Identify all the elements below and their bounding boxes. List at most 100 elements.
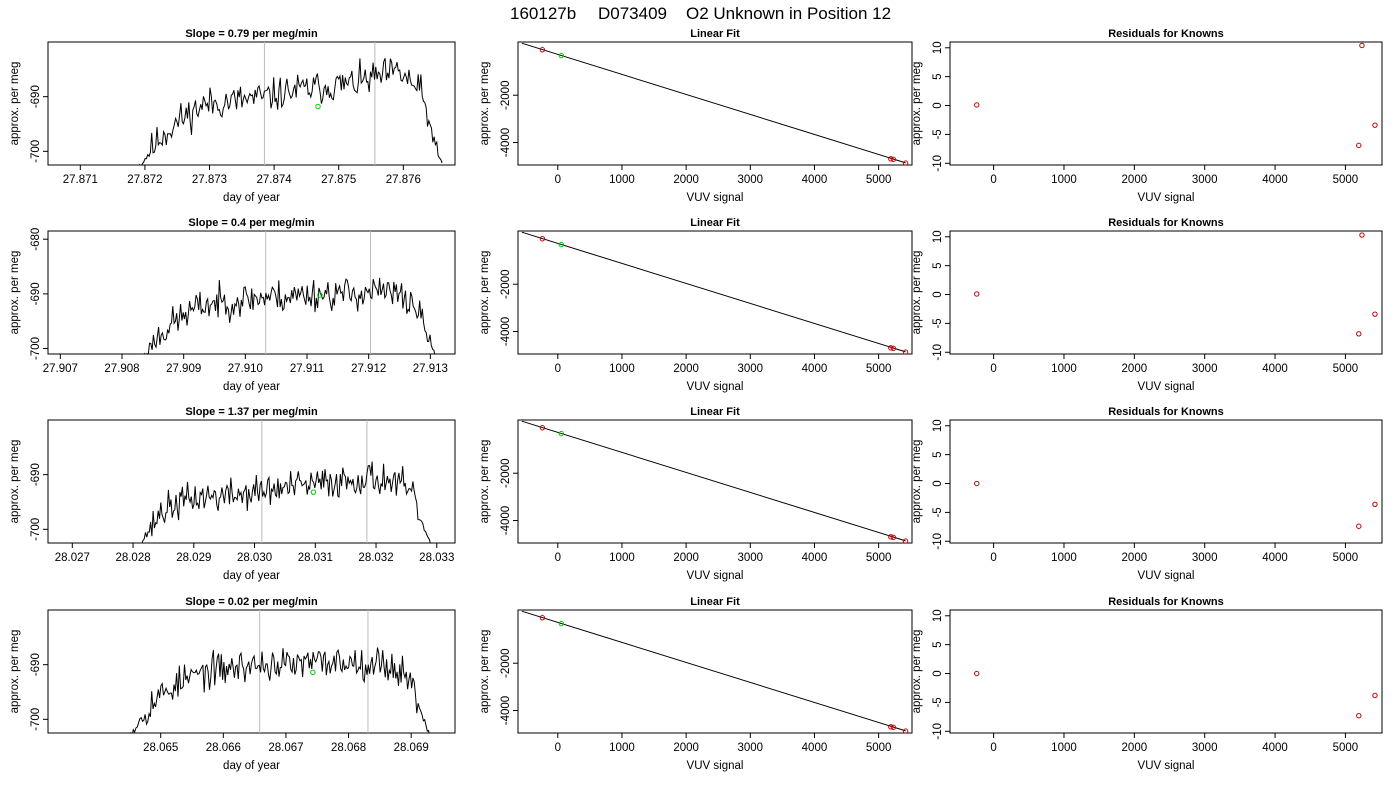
x-tick-label: 4000 xyxy=(1262,174,1288,186)
y-tick-label: 10 xyxy=(932,41,944,54)
x-tick-label: 1000 xyxy=(609,174,635,186)
plot-area xyxy=(521,610,909,733)
known-point xyxy=(974,480,980,487)
x-tick-label: 3000 xyxy=(1192,363,1218,375)
x-tick-label: 4000 xyxy=(802,174,828,186)
panel-2-1: Linear Fit 0 1000 2000 3000 4000 5000 -4000 -200… xyxy=(479,406,913,582)
panel-grid: Slope = 0.79 per meg/min 27.871 27.872 27.8… xyxy=(9,28,1383,772)
y-tick-label: -10 xyxy=(932,344,944,361)
data-trace xyxy=(141,461,431,543)
y-tick-label: -10 xyxy=(932,723,944,740)
panel-1-1: Linear Fit 0 1000 2000 3000 4000 5000 -4000 -200… xyxy=(479,217,913,393)
panel-1-0: Slope = 0.4 per meg/min 27.907 27.908 27.90… xyxy=(9,217,456,393)
unknown-point xyxy=(558,52,565,59)
x-axis-label: day of year xyxy=(223,570,280,582)
x-tick-label: 2000 xyxy=(1122,363,1148,375)
x-tick-label: 5000 xyxy=(1333,742,1359,754)
x-tick-label: 5000 xyxy=(866,552,892,564)
y-tick-label: 5 xyxy=(932,262,944,268)
figure-title-desc: O2 Unknown in Position 12 xyxy=(686,4,891,23)
panel-title: Slope = 0.4 per meg/min xyxy=(188,217,315,229)
fit-line xyxy=(521,610,906,732)
y-tick-label: -690 xyxy=(30,463,42,486)
panel-title: Linear Fit xyxy=(690,406,740,418)
y-tick-label: -4000 xyxy=(500,696,512,725)
y-tick-label: -2000 xyxy=(500,270,512,299)
unknown-point xyxy=(558,241,565,248)
x-tick-label: 4000 xyxy=(1262,363,1288,375)
x-tick-label: 27.913 xyxy=(413,363,448,375)
known-point xyxy=(888,156,894,162)
x-tick-label: 28.033 xyxy=(419,552,454,564)
data-trace xyxy=(143,277,436,354)
panel-2-0: Slope = 1.37 per meg/min 28.027 28.028 28.0… xyxy=(9,406,456,582)
known-point xyxy=(539,47,546,53)
known-point xyxy=(539,425,546,431)
x-tick-label: 0 xyxy=(990,363,996,375)
panel-0-2: Residuals for Knowns 0 1000 2000 3000 4000 500… xyxy=(911,28,1383,204)
x-tick-label: 27.912 xyxy=(351,363,386,375)
x-axis-label: day of year xyxy=(223,381,280,393)
y-tick-label: -690 xyxy=(30,85,42,108)
y-axis-label: approx. per meg xyxy=(911,440,923,524)
known-point xyxy=(974,670,980,677)
known-point xyxy=(1356,142,1362,149)
plot-frame xyxy=(47,419,456,544)
panel-title: Linear Fit xyxy=(690,217,740,229)
x-tick-label: 27.876 xyxy=(386,174,421,186)
panel-title: Linear Fit xyxy=(690,28,740,40)
known-point xyxy=(902,160,909,165)
y-tick-label: -700 xyxy=(30,337,42,360)
y-tick-label: -2000 xyxy=(500,459,512,488)
panel-3-2: Residuals for Knowns 0 1000 2000 3000 4000 500… xyxy=(911,596,1383,772)
x-tick-label: 5000 xyxy=(1333,174,1359,186)
x-tick-label: 4000 xyxy=(802,363,828,375)
x-tick-label: 4000 xyxy=(1262,552,1288,564)
x-tick-label: 28.030 xyxy=(237,552,272,564)
known-point xyxy=(890,156,897,163)
y-tick-label: -5 xyxy=(932,129,944,139)
x-tick-label: 0 xyxy=(990,742,996,754)
plot-area xyxy=(141,420,431,543)
y-axis-label: approx. per meg xyxy=(479,251,491,335)
y-axis-label: approx. per meg xyxy=(9,630,21,714)
panel-0-0: Slope = 0.79 per meg/min 27.871 27.872 27.8… xyxy=(9,28,456,204)
x-tick-label: 5000 xyxy=(866,742,892,754)
known-point xyxy=(539,236,546,242)
plot-area xyxy=(521,42,909,165)
x-tick-label: 2000 xyxy=(673,552,699,564)
x-tick-label: 3000 xyxy=(737,742,763,754)
plot-area xyxy=(974,480,1378,529)
x-axis-label: VUV signal xyxy=(1138,760,1195,772)
known-point xyxy=(1372,501,1378,508)
plot-frame xyxy=(949,230,1383,355)
x-tick-label: 28.029 xyxy=(176,552,211,564)
known-point xyxy=(902,728,909,733)
panel-title: Slope = 1.37 per meg/min xyxy=(185,406,318,418)
y-tick-label: -690 xyxy=(30,653,42,676)
panel-title: Slope = 0.02 per meg/min xyxy=(185,596,318,608)
x-tick-label: 27.909 xyxy=(166,363,201,375)
panel-title: Linear Fit xyxy=(690,596,740,608)
x-tick-label: 4000 xyxy=(802,742,828,754)
y-tick-label: 0 xyxy=(932,480,944,486)
data-trace xyxy=(130,647,430,733)
known-point xyxy=(1359,232,1365,238)
y-axis-label: approx. per meg xyxy=(479,62,491,146)
x-tick-label: 5000 xyxy=(866,174,892,186)
panel-title: Residuals for Knowns xyxy=(1108,596,1224,608)
x-tick-label: 3000 xyxy=(737,174,763,186)
known-point xyxy=(888,724,894,730)
x-tick-label: 0 xyxy=(555,174,561,186)
y-tick-label: 0 xyxy=(932,102,944,108)
x-tick-label: 28.032 xyxy=(358,552,393,564)
x-tick-label: 1000 xyxy=(609,552,635,564)
panel-1-2: Residuals for Knowns 0 1000 2000 3000 4000 500… xyxy=(911,217,1383,393)
known-point xyxy=(1356,712,1362,719)
x-tick-label: 2000 xyxy=(1122,552,1148,564)
plot-frame xyxy=(949,609,1383,734)
known-point xyxy=(1372,311,1378,317)
x-axis-label: VUV signal xyxy=(687,192,744,204)
x-tick-label: 2000 xyxy=(673,742,699,754)
x-tick-label: 27.911 xyxy=(290,363,324,375)
